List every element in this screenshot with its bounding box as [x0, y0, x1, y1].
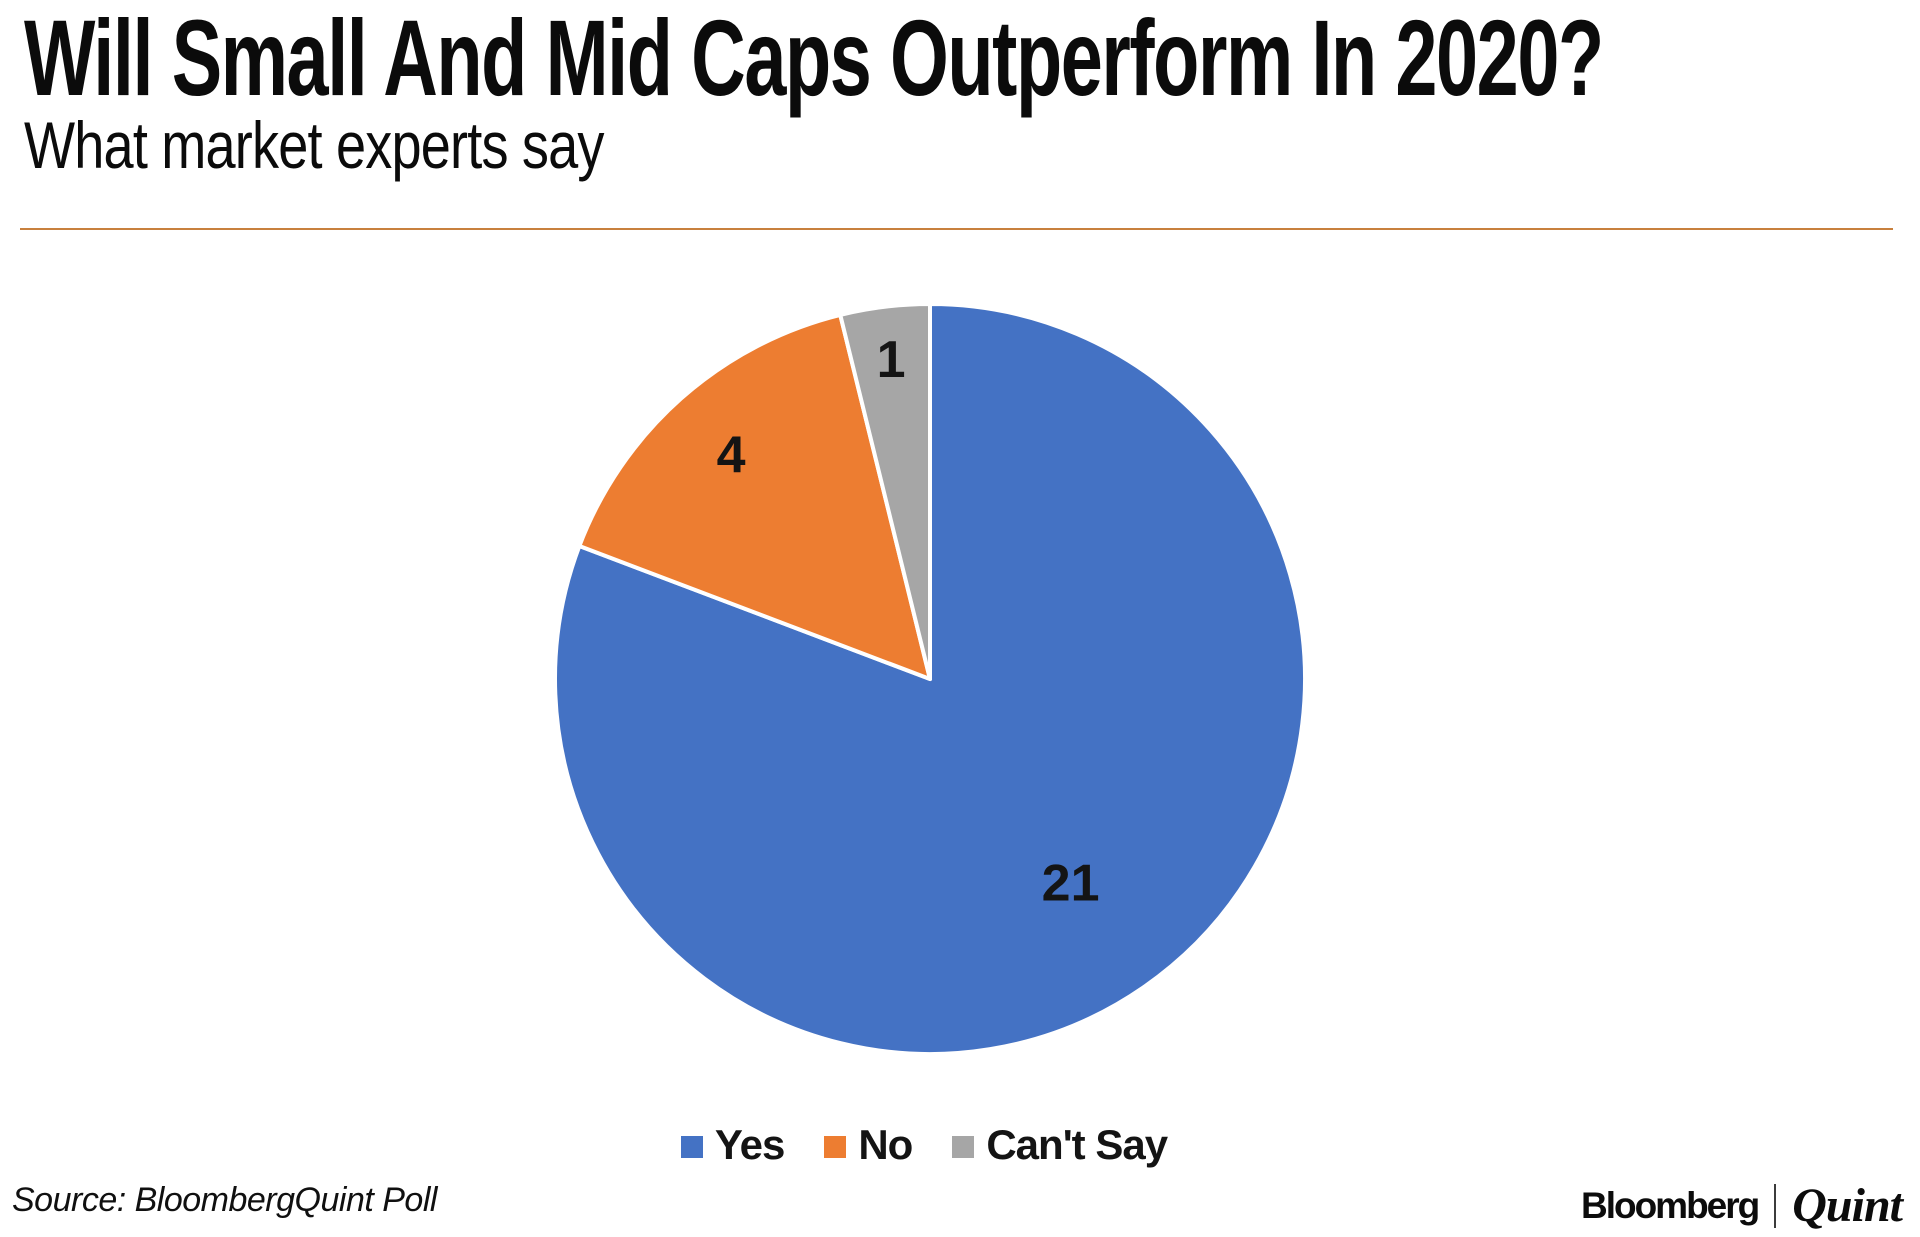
page-subtitle: What market experts say — [24, 108, 604, 182]
chart-legend: Yes No Can't Say — [0, 1121, 1920, 1168]
legend-label: Yes — [714, 1121, 785, 1168]
brand-logos: Bloomberg Quint — [1580, 1178, 1903, 1233]
legend-item-can-t-say: Can't Say — [952, 1121, 1168, 1168]
pie-chart: 21 4 1 — [553, 302, 1307, 1056]
legend-item-yes: Yes — [680, 1121, 785, 1168]
bloomberg-logo: Bloomberg — [1580, 1184, 1760, 1226]
legend-item-no: No — [824, 1121, 913, 1168]
legend-label: Can't Say — [986, 1121, 1168, 1168]
page-title: Will Small And Mid Caps Outperform In 20… — [24, 0, 1604, 118]
legend-swatch-icon — [680, 1135, 703, 1158]
pie-slice-can-t-say — [838, 302, 932, 681]
slice-value-label-no: 4 — [717, 426, 746, 484]
header-divider-line — [20, 228, 1893, 230]
legend-swatch-icon — [824, 1135, 847, 1158]
legend-swatch-icon — [952, 1135, 975, 1158]
slice-value-label-yes: 21 — [1042, 855, 1100, 913]
pie-slice-no — [577, 312, 932, 681]
pie-chart-area: 21 4 1 — [551, 300, 1309, 1058]
legend-label: No — [858, 1121, 913, 1168]
slice-value-label-can-t-say: 1 — [877, 331, 906, 389]
brand-divider-line — [1774, 1183, 1777, 1228]
quint-logo: Quint — [1792, 1179, 1903, 1232]
source-note: Source: BloombergQuint Poll — [12, 1181, 437, 1219]
